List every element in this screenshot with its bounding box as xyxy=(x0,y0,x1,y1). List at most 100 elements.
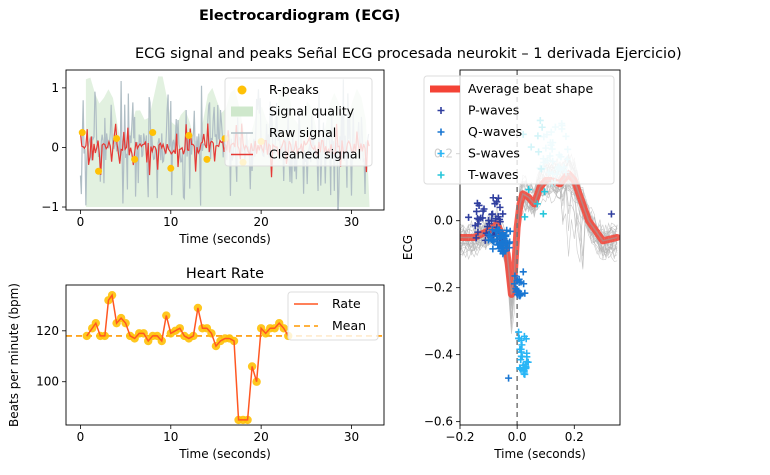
legend-label: T-waves xyxy=(467,167,518,182)
r-peak-marker xyxy=(185,132,193,140)
y-tick-label: −0.6 xyxy=(424,415,453,429)
ecg-panel-title: ECG signal and peaks Señal ECG procesada… xyxy=(135,46,682,62)
q-wave-marker xyxy=(521,289,529,297)
s-wave-marker xyxy=(518,341,526,349)
p-wave-marker xyxy=(473,214,481,222)
legend-label: Average beat shape xyxy=(468,81,593,96)
q-wave-marker xyxy=(506,227,514,235)
x-tick-label: 0.0 xyxy=(508,430,527,444)
s-wave-marker xyxy=(520,332,528,340)
y-axis-label: ECG xyxy=(401,235,415,260)
x-tick-label: 0 xyxy=(77,430,85,444)
s-wave-marker xyxy=(515,334,523,342)
y-tick-label: −0.4 xyxy=(424,348,453,362)
axes-frame xyxy=(65,69,385,211)
p-wave-marker xyxy=(479,207,487,215)
p-wave-marker xyxy=(489,194,497,202)
s-wave-marker xyxy=(517,352,525,360)
heart-rate-panel: 0 10 20 30 100 120 Time (seconds) Beats per min… xyxy=(7,266,385,461)
s-wave-marker xyxy=(516,364,524,372)
legend-label: Rate xyxy=(332,296,361,311)
legend-label: Q-waves xyxy=(468,124,522,139)
heart-rate-title: Heart Rate xyxy=(186,266,264,282)
q-wave-marker xyxy=(495,245,503,253)
p-wave-marker xyxy=(499,210,507,218)
y-tick-label: −0.2 xyxy=(424,281,453,295)
hr-legend: Rate Mean xyxy=(287,291,379,341)
r-peak-marker xyxy=(167,164,175,172)
s-wave-marker xyxy=(520,370,528,378)
r-peak-marker xyxy=(203,155,211,163)
figure-suptitle: Electrocardiogram (ECG) xyxy=(199,8,401,24)
ecg-legend: R-peaks Signal quality Raw signal Cleaned s… xyxy=(224,77,373,167)
p-wave-marker xyxy=(472,234,480,242)
q-wave-marker xyxy=(499,247,507,255)
y-axis-label: Beats per minute (bpm) xyxy=(7,283,21,427)
beat-legend: Average beat shape P-waves Q-waves S-waves T… xyxy=(423,75,615,185)
r-peak-marker xyxy=(78,129,86,137)
p-wave-marker xyxy=(465,213,473,221)
x-tick-label: 10 xyxy=(163,430,178,444)
p-wave-marker xyxy=(607,210,615,218)
ecg-signal-panel: 0 10 20 30 −1 0 1 Time (seconds) R-peaks Signal q… xyxy=(41,69,385,246)
legend-label: P-waves xyxy=(468,103,519,118)
s-wave-marker xyxy=(522,363,530,371)
p-wave-marker xyxy=(473,199,481,207)
q-wave-marker xyxy=(511,272,519,280)
p-wave-marker xyxy=(483,223,491,231)
legend-box xyxy=(423,75,615,185)
legend-label: R-peaks xyxy=(269,82,319,97)
x-axis-label: Time (seconds) xyxy=(493,447,586,461)
y-tick-label: 0.0 xyxy=(434,214,453,228)
q-wave-marker xyxy=(499,230,507,238)
q-wave-marker xyxy=(497,240,505,248)
p-wave-marker xyxy=(473,207,481,215)
x-axis-label: Time (seconds) xyxy=(178,232,271,246)
q-wave-marker xyxy=(488,236,496,244)
x-tick-label: 0 xyxy=(77,215,85,229)
legend-wave-swatch xyxy=(437,150,445,157)
t-wave-marker xyxy=(521,213,529,221)
legend-label: Mean xyxy=(332,318,366,333)
hr-plot-area xyxy=(66,290,384,425)
x-tick-label: 10 xyxy=(163,215,178,229)
legend-swatch xyxy=(231,106,253,117)
y-tick-label: −1 xyxy=(41,200,59,214)
s-wave-marker xyxy=(515,328,523,336)
r-peak-marker xyxy=(149,129,157,137)
y-tick-label: 1 xyxy=(51,81,59,95)
p-wave-marker xyxy=(489,210,497,218)
x-tick-label: 30 xyxy=(344,430,359,444)
legend-box xyxy=(224,77,373,167)
legend-swatch xyxy=(237,85,247,95)
legend-wave-swatch xyxy=(437,107,445,114)
legend-wave-swatch xyxy=(437,171,445,179)
p-wave-marker xyxy=(496,215,504,223)
x-tick-label: 20 xyxy=(253,215,268,229)
q-wave-marker xyxy=(513,277,521,285)
r-peak-marker xyxy=(95,167,103,175)
x-axis-label: Time (seconds) xyxy=(178,447,271,461)
r-peak-marker xyxy=(113,135,121,143)
t-wave-marker xyxy=(541,188,549,196)
y-tick-label: 120 xyxy=(36,324,59,338)
q-wave-marker xyxy=(520,280,528,288)
axes-frame xyxy=(459,69,621,426)
rate-line xyxy=(86,293,289,421)
legend-label: Signal quality xyxy=(269,104,355,119)
x-tick-label: 0.2 xyxy=(565,430,584,444)
p-wave-marker xyxy=(485,216,493,224)
q-wave-marker xyxy=(489,245,497,253)
p-wave-marker xyxy=(491,200,499,208)
legend-wave-swatch xyxy=(437,128,445,136)
r-peak-marker xyxy=(131,155,139,163)
x-tick-label: −0.2 xyxy=(445,430,474,444)
y-tick-label: 0 xyxy=(51,140,59,154)
q-wave-marker xyxy=(502,231,510,239)
t-wave-marker xyxy=(539,210,547,218)
t-wave-marker xyxy=(525,186,533,194)
legend-quality-swatch xyxy=(231,106,253,117)
p-wave-marker xyxy=(474,228,482,236)
q-wave-marker xyxy=(506,238,514,246)
